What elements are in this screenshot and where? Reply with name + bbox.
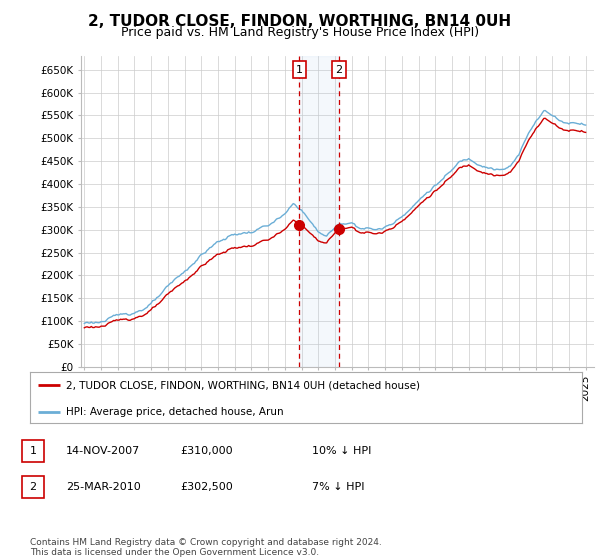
Text: £310,000: £310,000: [180, 446, 233, 456]
Text: 25-MAR-2010: 25-MAR-2010: [66, 482, 141, 492]
Bar: [299, 56, 339, 367]
Text: 7% ↓ HPI: 7% ↓ HPI: [312, 482, 365, 492]
Text: Price paid vs. HM Land Registry's House Price Index (HPI): Price paid vs. HM Land Registry's House …: [121, 26, 479, 39]
Text: 2, TUDOR CLOSE, FINDON, WORTHING, BN14 0UH: 2, TUDOR CLOSE, FINDON, WORTHING, BN14 0…: [88, 14, 512, 29]
Text: Contains HM Land Registry data © Crown copyright and database right 2024.
This d: Contains HM Land Registry data © Crown c…: [30, 538, 382, 557]
Text: 2, TUDOR CLOSE, FINDON, WORTHING, BN14 0UH (detached house): 2, TUDOR CLOSE, FINDON, WORTHING, BN14 0…: [66, 380, 420, 390]
Text: 2: 2: [335, 65, 343, 74]
Text: 14-NOV-2007: 14-NOV-2007: [66, 446, 140, 456]
Text: 10% ↓ HPI: 10% ↓ HPI: [312, 446, 371, 456]
Text: HPI: Average price, detached house, Arun: HPI: Average price, detached house, Arun: [66, 407, 284, 417]
Text: 1: 1: [29, 446, 37, 456]
Text: 1: 1: [296, 65, 303, 74]
Text: 2: 2: [29, 482, 37, 492]
Text: £302,500: £302,500: [180, 482, 233, 492]
